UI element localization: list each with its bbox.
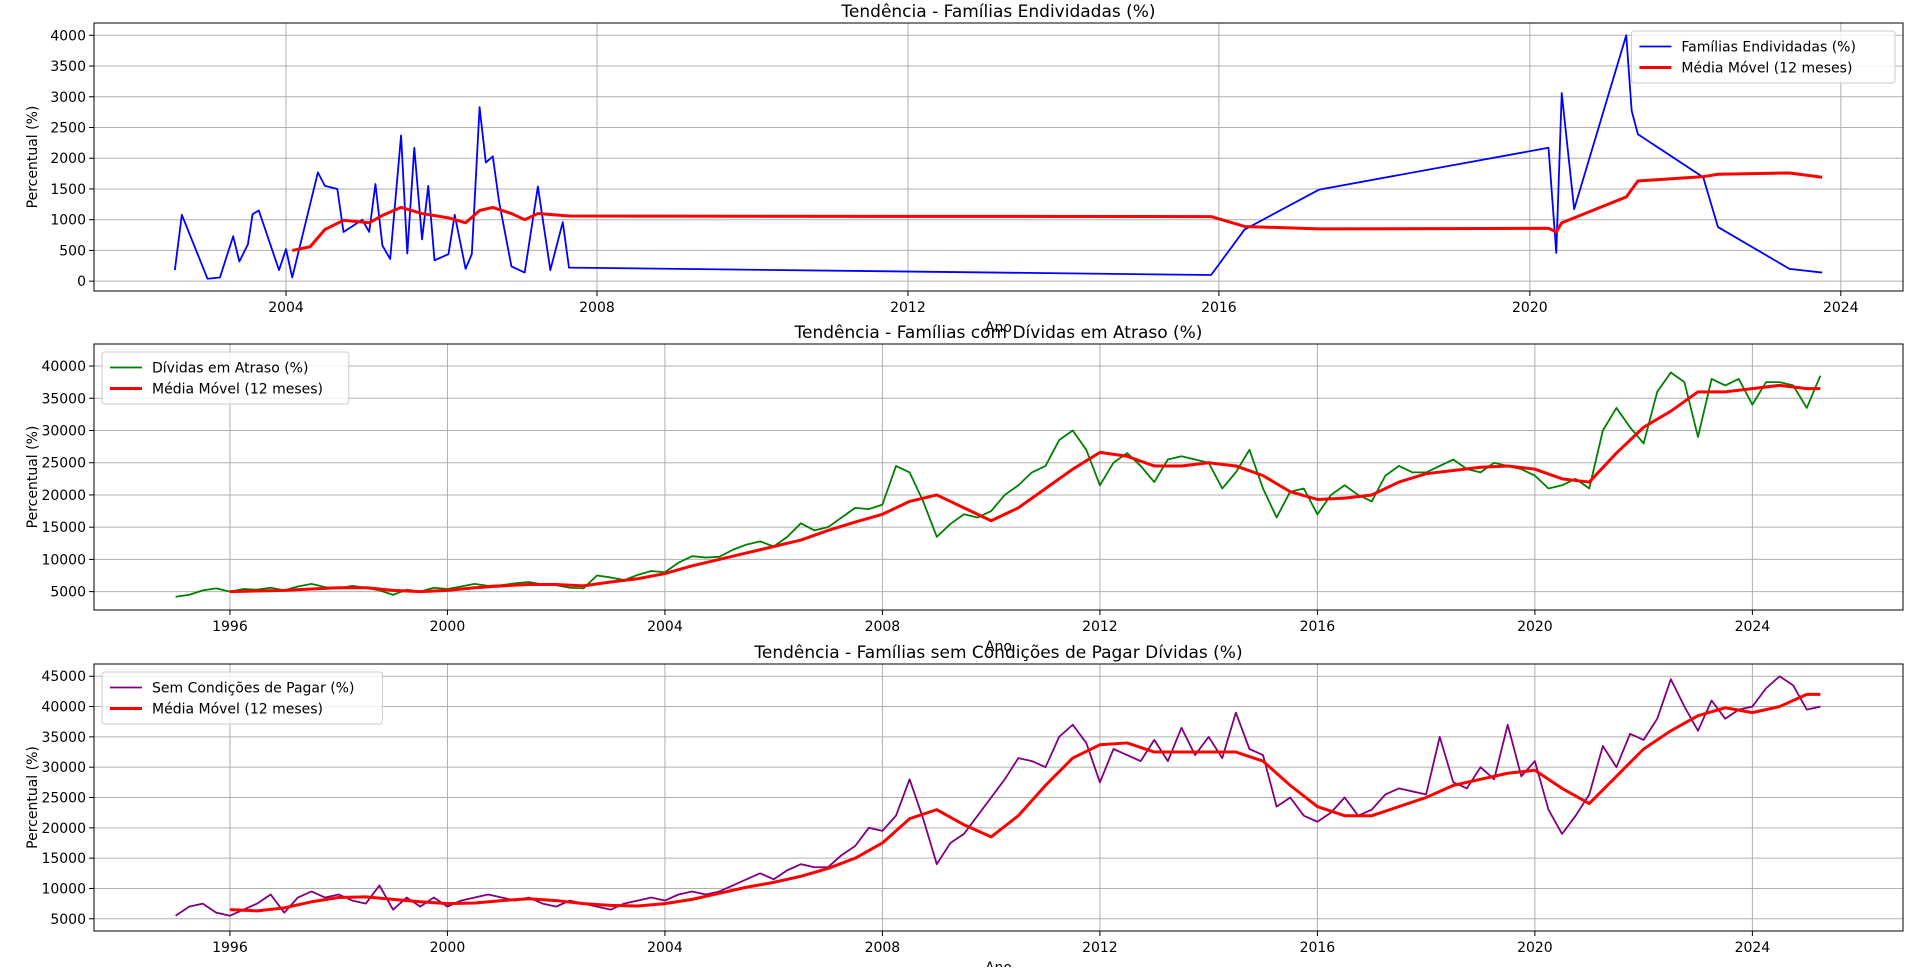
x-tick-label: 2004	[268, 300, 304, 316]
plot-area	[94, 344, 1903, 610]
y-tick-label: 5000	[50, 912, 86, 928]
x-tick-label: 2008	[865, 940, 901, 956]
x-tick-label: 2024	[1823, 300, 1859, 316]
y-tick-label: 45000	[41, 669, 86, 685]
x-tick-label: 2016	[1201, 300, 1237, 316]
x-tick-label: 2004	[647, 940, 683, 956]
x-tick-label: 2020	[1512, 300, 1548, 316]
y-tick-label: 3500	[50, 59, 86, 75]
x-axis-label: Ano	[985, 320, 1012, 336]
y-tick-label: 4000	[50, 28, 86, 44]
y-tick-label: 40000	[41, 700, 86, 716]
x-tick-label: 2000	[430, 619, 466, 635]
y-tick-label: 20000	[41, 488, 86, 504]
y-tick-label: 15000	[41, 851, 86, 867]
legend-box	[101, 351, 350, 405]
series-line	[229, 692, 1821, 913]
y-tick-label: 10000	[41, 881, 86, 897]
plot-frame	[93, 663, 1904, 932]
chart-title: Tendência - Famílias com Dívidas em Atra…	[794, 323, 1203, 343]
y-axis-label: Percentual (%)	[25, 746, 41, 849]
y-tick-label: 40000	[41, 359, 86, 375]
plot-frame	[93, 22, 1904, 292]
x-axis-label: Ano	[985, 960, 1012, 967]
x-tick-label: 2008	[579, 300, 615, 316]
series-line	[291, 171, 1823, 252]
y-tick-label: 35000	[41, 730, 86, 746]
plot-area	[94, 23, 1903, 291]
y-tick-label: 3000	[50, 90, 86, 106]
x-tick-label: 2020	[1517, 940, 1553, 956]
y-tick-label: 15000	[41, 520, 86, 536]
x-tick-label: 2024	[1735, 619, 1771, 635]
y-tick-label: 1000	[50, 213, 86, 229]
series-line	[175, 675, 1821, 917]
legend-label: Média Móvel (12 meses)	[152, 702, 323, 718]
x-tick-label: 1996	[212, 619, 248, 635]
y-axis-label: Percentual (%)	[25, 426, 41, 529]
y-tick-label: 25000	[41, 791, 86, 807]
y-axis-label: Percentual (%)	[25, 106, 41, 209]
x-tick-label: 2004	[647, 619, 683, 635]
x-tick-label: 2016	[1300, 940, 1336, 956]
legend-box	[1630, 30, 1896, 84]
x-tick-label: 2020	[1517, 619, 1553, 635]
x-tick-label: 2012	[1082, 619, 1118, 635]
x-tick-label: 2000	[430, 940, 466, 956]
y-tick-label: 30000	[41, 760, 86, 776]
legend-box	[101, 671, 383, 725]
legend-label: Famílias Endividadas (%)	[1681, 40, 1856, 56]
chart-title: Tendência - Famílias Endividadas (%)	[840, 2, 1155, 22]
series-line	[229, 383, 1821, 594]
y-tick-label: 500	[59, 243, 86, 259]
legend-label: Sem Condições de Pagar (%)	[152, 681, 354, 697]
y-tick-label: 25000	[41, 456, 86, 472]
x-tick-label: 2012	[890, 300, 926, 316]
y-tick-label: 1500	[50, 182, 86, 198]
x-tick-label: 2012	[1082, 940, 1118, 956]
y-tick-label: 30000	[41, 423, 86, 439]
y-tick-label: 5000	[50, 585, 86, 601]
y-tick-label: 2500	[50, 120, 86, 136]
x-tick-label: 2008	[865, 619, 901, 635]
x-axis-label: Ano	[985, 639, 1012, 655]
y-tick-label: 2000	[50, 151, 86, 167]
chart-title: Tendência - Famílias sem Condições de Pa…	[753, 643, 1242, 663]
x-tick-label: 2016	[1300, 619, 1336, 635]
legend-label: Média Móvel (12 meses)	[1681, 61, 1852, 77]
legend-label: Dívidas em Atraso (%)	[152, 361, 308, 377]
x-tick-label: 1996	[212, 940, 248, 956]
x-tick-label: 2024	[1735, 940, 1771, 956]
y-tick-label: 20000	[41, 821, 86, 837]
series-line	[173, 34, 1823, 280]
y-tick-label: 35000	[41, 391, 86, 407]
y-tick-label: 10000	[41, 552, 86, 568]
plot-frame	[93, 343, 1904, 611]
y-tick-label: 0	[77, 274, 86, 290]
legend-label: Média Móvel (12 meses)	[152, 382, 323, 398]
